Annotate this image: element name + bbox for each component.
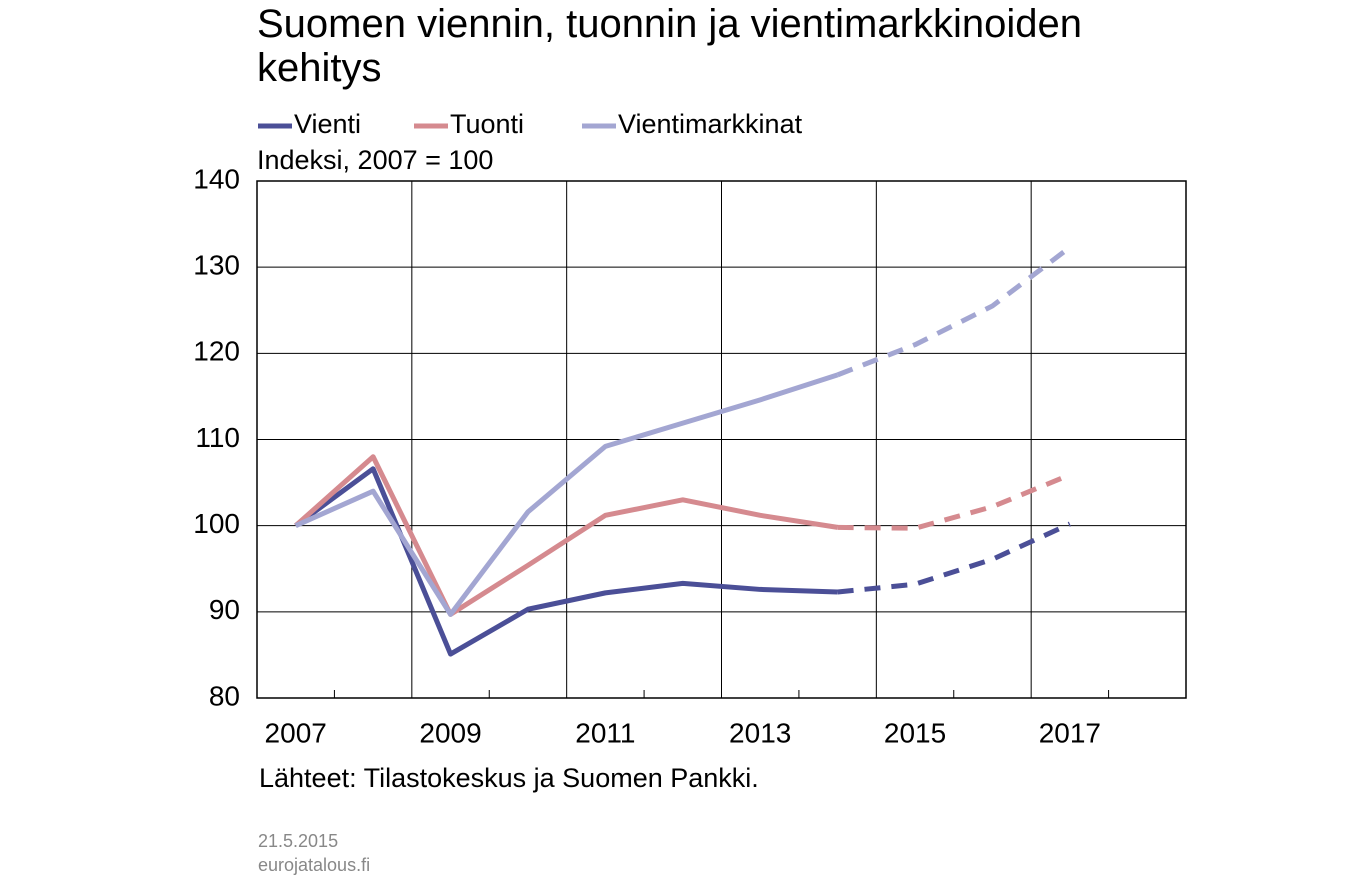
y-axis-label: Indeksi, 2007 = 100 bbox=[257, 145, 493, 175]
y-tick-label: 120 bbox=[193, 336, 240, 367]
x-tick-label: 2017 bbox=[1039, 717, 1101, 748]
series-line bbox=[294, 372, 839, 617]
y-tick-label: 80 bbox=[209, 680, 240, 711]
x-tick-label: 2015 bbox=[884, 717, 946, 748]
forecast-line bbox=[837, 472, 1071, 531]
y-tick-label: 130 bbox=[193, 250, 240, 281]
legend-label: Tuonti bbox=[450, 109, 524, 139]
legend-label: Vientimarkkinat bbox=[618, 109, 803, 139]
chart-title: Suomen viennin, tuonnin ja vientimarkkin… bbox=[257, 2, 1082, 90]
series-line bbox=[294, 466, 838, 657]
x-tick-label: 2007 bbox=[265, 717, 327, 748]
y-tick-label: 100 bbox=[193, 508, 240, 539]
y-tick-label: 90 bbox=[209, 594, 240, 625]
source: Lähteet: Tilastokeskus ja Suomen Pankki. bbox=[259, 763, 759, 793]
date: 21.5.2015 bbox=[258, 831, 338, 851]
y-tick-label: 140 bbox=[193, 163, 240, 194]
x-tick-label: 2011 bbox=[575, 717, 635, 748]
forecast-line bbox=[837, 521, 1071, 595]
forecast-line bbox=[836, 245, 1072, 378]
legend-label: Vienti bbox=[294, 109, 361, 139]
x-tick-label: 2013 bbox=[729, 717, 791, 748]
plot-frame bbox=[256, 180, 1187, 699]
site: eurojatalous.fi bbox=[258, 855, 370, 875]
y-tick-label: 110 bbox=[195, 422, 240, 453]
x-tick-label: 2009 bbox=[419, 717, 481, 748]
series-line bbox=[294, 454, 839, 617]
